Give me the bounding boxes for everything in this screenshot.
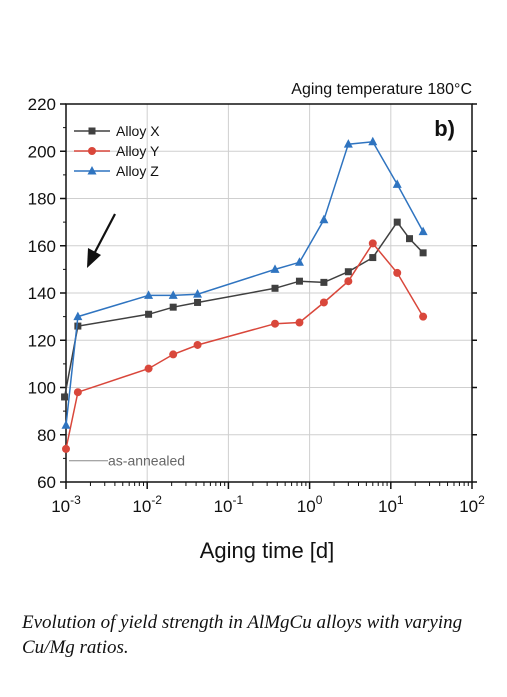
- data-point-alloy-z: [168, 290, 178, 299]
- y-tick-label: 60: [37, 473, 56, 492]
- data-point-alloy-y: [271, 319, 280, 328]
- y-tick-label: 100: [28, 379, 56, 398]
- data-point-alloy-y: [169, 350, 178, 359]
- data-point-alloy-y: [193, 340, 202, 349]
- figure-caption: Evolution of yield strength in AlMgCu al…: [22, 612, 463, 658]
- data-point-alloy-z: [73, 311, 83, 321]
- data-point-alloy-y: [144, 364, 153, 373]
- arrow-icon: [87, 213, 116, 268]
- y-tick-label: 140: [28, 284, 56, 303]
- x-tick-label: 10-1: [214, 493, 244, 516]
- data-point-alloy-z: [193, 289, 203, 298]
- y-tick-label: 200: [28, 142, 56, 161]
- grid: [65, 103, 473, 483]
- legend-item-alloy-z: Alloy Z: [74, 163, 159, 179]
- data-point-alloy-x: [344, 268, 352, 276]
- data-point-alloy-z: [343, 139, 353, 148]
- y-tick-label: 180: [28, 190, 56, 209]
- x-tick-label: 10-3: [51, 493, 81, 516]
- data-point-alloy-x: [406, 235, 414, 243]
- data-point-alloy-y: [295, 318, 304, 327]
- x-tick-label: 102: [459, 493, 485, 516]
- data-point-alloy-x: [169, 303, 177, 311]
- annotation-label: as-annealed: [108, 453, 185, 469]
- data-point-alloy-z: [418, 226, 428, 236]
- y-tick-label: 80: [37, 426, 56, 445]
- legend-marker: [88, 147, 96, 155]
- x-tick-label: 100: [297, 493, 323, 516]
- data-point-alloy-z: [294, 257, 304, 266]
- data-point-alloy-x: [419, 249, 427, 257]
- legend-label: Alloy X: [116, 123, 160, 139]
- legend: Alloy X Alloy Y Alloy Z: [74, 123, 160, 179]
- y-tick-label: 160: [28, 237, 56, 256]
- series-line-alloy-y: [65, 242, 424, 450]
- data-point-alloy-y: [73, 388, 82, 397]
- data-point-alloy-x: [393, 218, 401, 226]
- data-point-alloy-y: [393, 268, 402, 277]
- data-point-alloy-x: [145, 310, 153, 318]
- data-point-alloy-x: [271, 284, 279, 292]
- chart-subtitle: Aging temperature 180°C: [291, 81, 472, 98]
- data-point-alloy-x: [74, 322, 82, 330]
- annotations: as-annealed: [69, 453, 185, 469]
- legend-item-alloy-y: Alloy Y: [74, 143, 160, 159]
- panel-label: b): [434, 116, 455, 141]
- legend-label: Alloy Y: [116, 143, 160, 159]
- legend-item-alloy-x: Alloy X: [74, 123, 160, 139]
- data-point-alloy-x: [295, 277, 303, 285]
- data-point-alloy-y: [368, 239, 377, 248]
- data-point-alloy-z: [392, 179, 402, 188]
- data-point-alloy-z: [368, 136, 378, 146]
- data-point-alloy-y: [344, 277, 353, 286]
- y-tick-label: 120: [28, 331, 56, 350]
- data-point-alloy-x: [61, 393, 69, 401]
- series-layer: [61, 136, 428, 453]
- data-point-alloy-x: [369, 254, 377, 262]
- data-point-alloy-y: [62, 444, 70, 453]
- x-tick-label: 10-2: [132, 493, 162, 516]
- data-point-alloy-x: [320, 278, 328, 286]
- legend-marker: [87, 166, 97, 175]
- axes: 60 80 100 120 140 160 180 200 220 10-3 10-2 10-1 100…: [28, 95, 485, 516]
- series-line-alloy-z: [65, 141, 424, 426]
- x-tick-label: 101: [378, 493, 404, 516]
- series-alloy-x: [61, 218, 427, 401]
- data-point-alloy-y: [419, 312, 428, 321]
- data-point-alloy-z: [61, 420, 71, 429]
- legend-marker: [88, 127, 96, 135]
- legend-label: Alloy Z: [116, 163, 159, 179]
- series-alloy-y: [62, 239, 428, 453]
- yield-strength-chart: 60 80 100 120 140 160 180 200 220 10-3 10-2 10-1 100…: [28, 81, 485, 563]
- data-point-alloy-y: [319, 298, 328, 307]
- x-axis-title: Aging time [d]: [200, 538, 335, 563]
- data-point-alloy-z: [319, 214, 329, 224]
- data-point-alloy-z: [144, 290, 154, 299]
- series-alloy-z: [61, 136, 428, 429]
- data-point-alloy-x: [194, 298, 202, 306]
- y-tick-label: 220: [28, 95, 56, 114]
- data-point-alloy-z: [270, 264, 280, 273]
